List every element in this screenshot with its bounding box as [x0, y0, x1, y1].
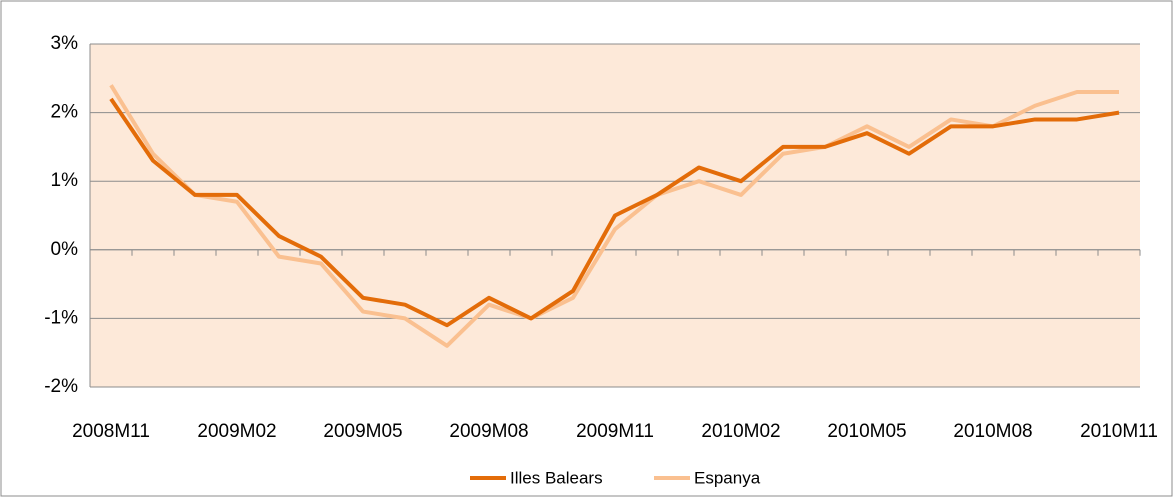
x-tick-label: 2009M02 — [197, 421, 276, 442]
x-tick-label: 2010M11 — [1080, 421, 1158, 442]
series-line — [109, 97, 1120, 328]
legend-label: Espanya — [694, 468, 761, 487]
y-tick-label: 2% — [51, 102, 79, 123]
y-tick-label: 0% — [51, 239, 79, 260]
x-tick-label: 2010M05 — [827, 421, 906, 442]
x-tick-label: 2009M08 — [449, 421, 528, 442]
x-tick-label: 2009M05 — [323, 421, 402, 442]
y-tick-label: -1% — [44, 307, 78, 328]
x-tick-label: 2008M11 — [72, 421, 150, 442]
legend-label: Illes Balears — [510, 468, 603, 487]
x-tick-label: 2009M11 — [576, 421, 654, 442]
x-tick-label: 2010M02 — [701, 421, 780, 442]
y-tick-label: 3% — [51, 33, 79, 54]
y-tick-label: 1% — [51, 170, 79, 191]
series-line — [109, 84, 1119, 348]
x-tick-label: 2010M08 — [953, 421, 1032, 442]
y-tick-label: -2% — [44, 376, 78, 397]
